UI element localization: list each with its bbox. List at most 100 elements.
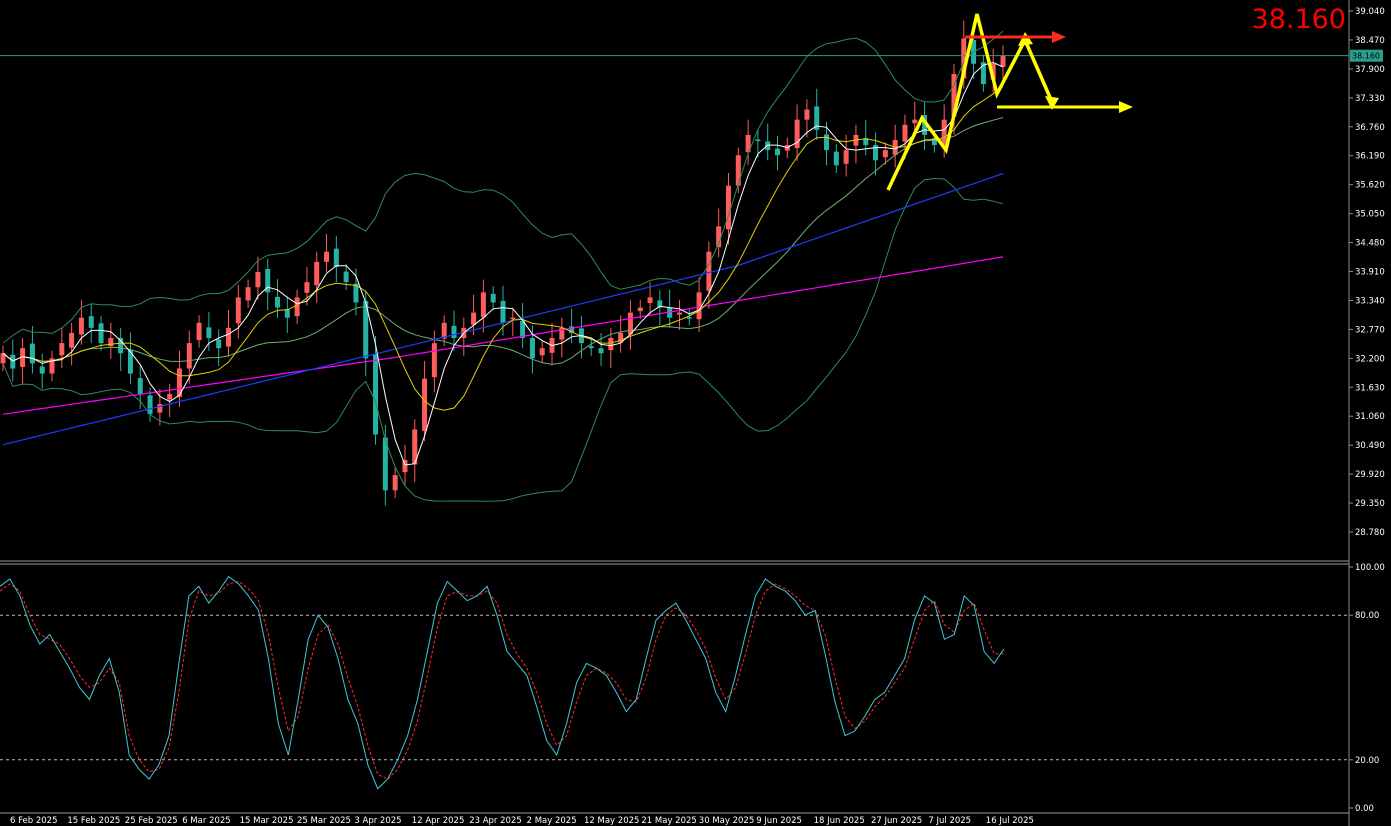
candle-body	[961, 38, 967, 79]
date-tick-label: 18 Jun 2025	[814, 816, 865, 826]
candle-body	[608, 338, 614, 351]
price-tick-label: 31.630	[1355, 383, 1385, 393]
candle-body	[804, 109, 810, 120]
sma-yellow-line	[2, 86, 1004, 411]
date-tick-label: 30 May 2025	[699, 816, 754, 826]
sma-white-line	[2, 61, 1004, 466]
current-price-label: 38.160	[1252, 4, 1346, 35]
candle-body	[529, 338, 535, 359]
candle-body	[814, 106, 820, 130]
candle-body	[569, 326, 575, 333]
candle-body	[618, 332, 624, 343]
current-price-tag-text: 38.160	[1352, 52, 1380, 61]
candle-body	[314, 261, 320, 286]
candle-body	[392, 475, 398, 491]
candle-body	[402, 459, 408, 473]
candle-body	[275, 296, 281, 308]
candle-body	[725, 185, 731, 230]
date-tick-label: 25 Mar 2025	[297, 816, 351, 826]
sma-blue-line	[2, 172, 1004, 446]
candle-body	[422, 378, 428, 431]
candle-body	[118, 338, 124, 354]
yellow-arrowhead	[1119, 101, 1133, 113]
stochastic-signal-line	[0, 580, 1004, 780]
price-tick-label: 35.620	[1355, 181, 1385, 191]
candle-body	[39, 366, 45, 374]
candle-body	[167, 393, 173, 400]
price-tick-label: 37.900	[1355, 65, 1385, 75]
price-tick-label: 34.480	[1355, 239, 1385, 249]
candle-body	[539, 348, 545, 356]
candle-body	[20, 348, 26, 367]
date-tick-label: 23 Apr 2025	[469, 816, 522, 826]
candle-body	[29, 343, 35, 364]
candle-body	[1000, 55, 1006, 67]
bollinger-lower-line	[2, 177, 1004, 502]
price-tick-label: 37.330	[1355, 94, 1385, 104]
candle-body	[510, 317, 516, 320]
candle-body	[824, 134, 830, 151]
candle-body	[480, 292, 486, 318]
price-tick-label: 28.780	[1355, 528, 1385, 538]
price-tick-label: 33.910	[1355, 268, 1385, 278]
candle-body	[598, 348, 604, 354]
candle-body	[304, 282, 310, 293]
candle-body	[10, 354, 16, 369]
candle-body	[833, 151, 839, 166]
candle-body	[127, 350, 133, 374]
candle-body	[78, 317, 84, 335]
osc-tick-label: 80.00	[1355, 611, 1379, 621]
candle-body	[196, 322, 202, 341]
candle-body	[882, 150, 888, 158]
date-tick-label: 12 Apr 2025	[412, 816, 465, 826]
candle-body	[745, 134, 751, 153]
sma-magenta-line	[2, 256, 1004, 415]
price-tick-label: 39.040	[1355, 7, 1385, 17]
candle-body	[157, 404, 163, 413]
candle-body	[451, 325, 457, 339]
candle-body	[255, 272, 261, 288]
candle-body	[912, 119, 918, 124]
candle-body	[775, 148, 781, 156]
candle-body	[637, 307, 643, 312]
candle-body	[59, 343, 65, 356]
candle-body	[216, 339, 222, 349]
candle-body	[49, 358, 55, 374]
candle-body	[284, 309, 290, 318]
candle-body	[980, 62, 986, 85]
candle-body	[863, 137, 869, 146]
candle-body	[765, 141, 771, 151]
oscillator-pane: 100.00 80.00 20.00 0.00	[0, 563, 1385, 814]
price-tick-label: 35.050	[1355, 210, 1385, 220]
osc-tick-label: 0.00	[1355, 804, 1374, 814]
candle-body	[373, 353, 379, 435]
candle-body	[412, 429, 418, 465]
candle-body	[245, 287, 251, 301]
zigzag-peak-arrowhead	[1018, 32, 1033, 46]
candle-body	[431, 343, 437, 378]
zigzag-end-arrowhead	[1045, 96, 1059, 110]
candle-body	[922, 115, 928, 135]
candle-body	[951, 73, 957, 117]
price-tick-label: 29.350	[1355, 499, 1385, 509]
candle-body	[186, 343, 192, 369]
date-tick-label: 16 Jul 2025	[986, 816, 1034, 826]
candle-body	[755, 139, 761, 141]
candle-body	[735, 155, 741, 186]
candle-body	[873, 145, 879, 161]
candle-body	[559, 327, 565, 340]
date-tick-label: 9 Jun 2025	[756, 816, 802, 826]
date-tick-label: 12 May 2025	[584, 816, 639, 826]
candle-body	[471, 312, 477, 325]
candle-body	[294, 297, 300, 317]
price-tick-label: 38.470	[1355, 36, 1385, 46]
indicator-lines	[2, 30, 1004, 502]
red-arrowhead	[1052, 31, 1066, 43]
bollinger-upper-line	[2, 30, 1004, 344]
candle-body	[686, 317, 692, 319]
candle-body	[225, 327, 231, 347]
candle-body	[363, 300, 369, 359]
candle-body	[520, 320, 526, 339]
